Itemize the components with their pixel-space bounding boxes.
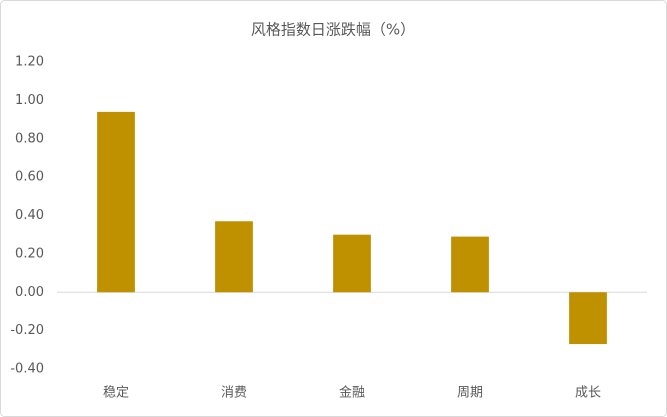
x-tick-label: 稳定	[103, 385, 129, 401]
bar	[333, 234, 371, 293]
y-tick-label: -0.20	[10, 323, 44, 338]
y-tick-label: 0.80	[15, 131, 44, 146]
bar	[215, 221, 253, 293]
y-tick-label: 1.20	[15, 55, 44, 70]
y-tick-label: 0.60	[15, 170, 44, 185]
y-tick-label: 1.00	[15, 93, 44, 108]
y-tick-label: -0.40	[10, 362, 44, 377]
y-tick-label: 0.40	[15, 208, 44, 223]
bar	[569, 292, 607, 345]
y-tick-label: 0.00	[15, 285, 44, 300]
x-tick-label: 周期	[457, 386, 483, 401]
y-tick-label: 0.20	[15, 246, 44, 261]
x-tick-label: 消费	[221, 386, 247, 401]
x-tick-label: 成长	[575, 386, 601, 401]
chart-title: 风格指数日涨跌幅（%）	[251, 21, 415, 39]
bar	[97, 111, 135, 293]
bar	[451, 236, 489, 293]
x-tick-label: 金融	[339, 385, 365, 401]
